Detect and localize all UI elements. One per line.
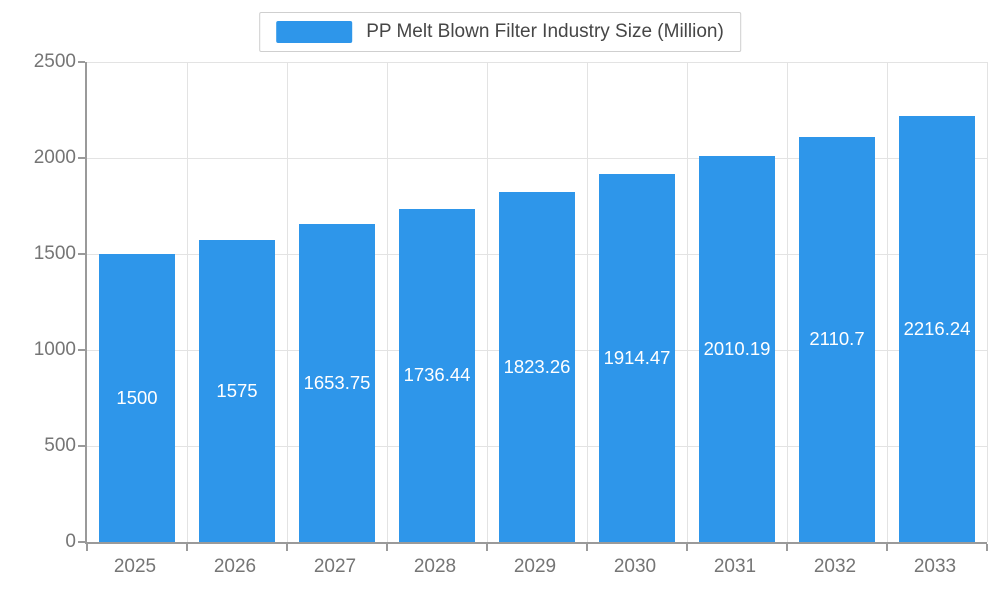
gridline-horizontal [87, 157, 987, 159]
y-axis-tick [78, 157, 85, 159]
x-axis-tick-label: 2025 [113, 556, 157, 577]
gridline-vertical [786, 62, 788, 542]
bar-value-label: 1500 [116, 387, 158, 408]
x-axis-tick-label: 2027 [313, 556, 357, 577]
bar-2029[interactable]: 1823.26 [499, 191, 575, 542]
y-axis-tick [78, 445, 85, 447]
y-axis-tick [78, 541, 85, 543]
bar-2030[interactable]: 1914.47 [599, 174, 675, 542]
x-axis-tick-label: 2031 [713, 556, 757, 577]
gridline-vertical [186, 62, 188, 542]
x-axis-tick-label: 2032 [813, 556, 857, 577]
y-axis-tick-label: 1500 [33, 243, 76, 264]
bar-value-label: 2216.24 [903, 318, 971, 340]
bar-value-label: 1575 [216, 379, 258, 401]
x-axis-tick [86, 544, 88, 551]
plot-area: 1500 1575 1653.75 1736.44 1823.26 1914.47 2010… [78, 61, 988, 551]
x-axis-tick [186, 544, 188, 551]
y-axis-tick-label: 2500 [33, 51, 76, 72]
gridline-vertical [986, 62, 988, 542]
y-axis-tick-label: 500 [44, 435, 76, 456]
gridline-vertical [386, 62, 388, 542]
x-axis-tick [586, 544, 588, 551]
gridline-vertical [586, 62, 588, 542]
legend-swatch [276, 21, 353, 43]
x-axis-tick [986, 544, 988, 551]
x-axis-tick-label: 2030 [613, 556, 657, 577]
x-axis-tick [786, 544, 788, 551]
x-axis-tick [686, 544, 688, 551]
x-axis-tick [886, 544, 888, 551]
y-axis-tick [78, 61, 85, 63]
x-axis-tick [286, 544, 288, 551]
bar-value-label: 2010.19 [703, 338, 771, 360]
x-axis-tick-label: 2026 [213, 556, 257, 577]
bar-2025[interactable]: 1500 [99, 254, 175, 542]
bar-value-label: 1736.44 [403, 364, 471, 386]
gridline-vertical [686, 62, 688, 542]
x-axis-tick-label: 2028 [413, 556, 457, 577]
y-axis-tick [78, 253, 85, 255]
legend-label: PP Melt Blown Filter Industry Size (Mill… [366, 21, 724, 42]
y-axis-tick [78, 349, 85, 351]
bar-value-label: 1653.75 [303, 372, 371, 394]
y-axis-tick-label: 2000 [33, 147, 76, 168]
x-axis-tick [486, 544, 488, 551]
chart-legend[interactable]: PP Melt Blown Filter Industry Size (Mill… [259, 12, 741, 52]
bar-2028[interactable]: 1736.44 [399, 208, 475, 542]
bar-2026[interactable]: 1575 [199, 239, 275, 542]
bar-2027[interactable]: 1653.75 [299, 224, 375, 542]
y-axis-tick-label: 1000 [33, 339, 76, 360]
bar-value-label: 2110.7 [809, 328, 865, 350]
x-axis-tick-label: 2029 [513, 556, 557, 577]
gridline-horizontal [87, 61, 987, 63]
bar-value-label: 1823.26 [503, 355, 571, 377]
bar-2031[interactable]: 2010.19 [699, 156, 775, 542]
gridline-vertical [886, 62, 888, 542]
x-axis-tick [386, 544, 388, 551]
bar-value-label: 1914.47 [603, 347, 671, 369]
gridline-vertical [486, 62, 488, 542]
bar-2032[interactable]: 2110.7 [799, 136, 875, 542]
y-axis-tick-label: 0 [65, 531, 76, 552]
gridline-vertical [286, 62, 288, 542]
x-axis-tick-label: 2033 [913, 556, 957, 577]
bar-2033[interactable]: 2216.24 [899, 116, 975, 542]
